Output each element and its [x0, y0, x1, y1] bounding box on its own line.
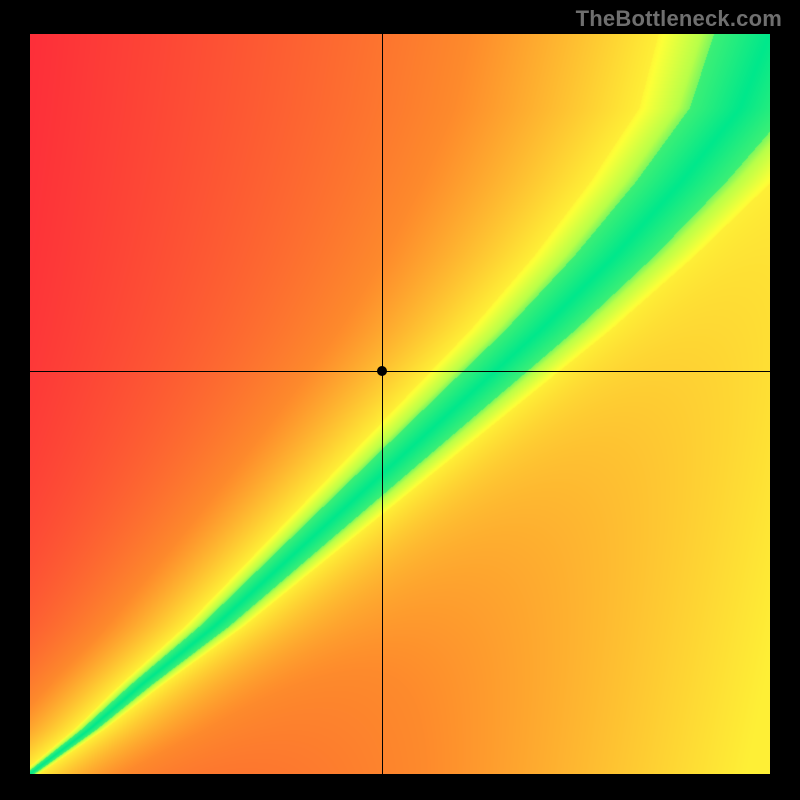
crosshair-horizontal: [30, 371, 770, 372]
heatmap-canvas: [30, 34, 770, 774]
crosshair-vertical: [382, 34, 383, 774]
watermark-text: TheBottleneck.com: [576, 6, 782, 32]
outer-frame: TheBottleneck.com: [0, 0, 800, 800]
heatmap-plot: [30, 34, 770, 774]
crosshair-marker: [377, 366, 387, 376]
